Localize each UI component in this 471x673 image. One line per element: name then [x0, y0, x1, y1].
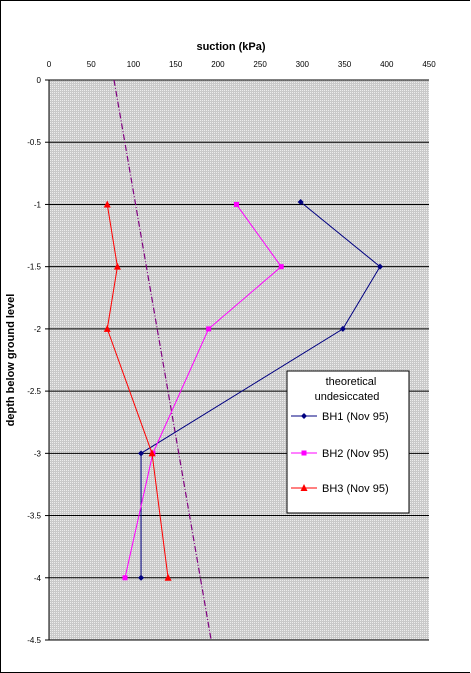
data-point-bh2-nov-95 — [278, 264, 284, 270]
x-tick-label: 400 — [380, 60, 394, 69]
data-point-bh2-nov-95 — [206, 326, 212, 332]
data-point-bh2-nov-95 — [233, 201, 239, 207]
data-point-bh1-nov-95 — [138, 450, 145, 457]
legend-label-bh1-nov-95: BH1 (Nov 95) — [322, 411, 389, 423]
y-tick-label: -3.5 — [27, 512, 41, 521]
data-point-bh1-nov-95 — [297, 198, 304, 205]
y-tick-label: 0 — [37, 76, 42, 85]
y-tick-label: -4.5 — [27, 636, 41, 645]
y-tick-label: -3 — [34, 449, 42, 458]
x-tick-label: 350 — [338, 60, 352, 69]
x-tick-label: 150 — [169, 60, 183, 69]
data-point-bh3-nov-95 — [103, 324, 111, 332]
y-tick-label: -2 — [34, 325, 42, 334]
data-point-bh3-nov-95 — [113, 262, 121, 270]
legend-marker-bh2-nov-95 — [301, 450, 307, 456]
y-tick-label: -1.5 — [27, 263, 41, 272]
x-tick-label: 100 — [127, 60, 141, 69]
y-tick-label: -2.5 — [27, 387, 41, 396]
legend-marker-bh3-nov-95 — [300, 484, 308, 491]
axes: 0 -0.5 -1 -1.5 -2 -2.5 -3 -3.5 -4 -4.5 0 50 100 150 20… — [27, 60, 436, 645]
data-point-bh3-nov-95 — [164, 573, 172, 581]
data-point-bh1-nov-95 — [138, 574, 145, 581]
x-tick-label: 0 — [47, 60, 52, 69]
legend-label-bh3-nov-95: BH3 (Nov 95) — [322, 483, 389, 495]
x-tick-label: 300 — [296, 60, 310, 69]
y-tick-label: -4 — [34, 574, 42, 583]
x-tick-label: 50 — [87, 60, 96, 69]
legend-marker-bh1-nov-95 — [301, 413, 307, 419]
legend-label-theoretical-line1: theoretical — [326, 376, 377, 388]
data-point-bh3-nov-95 — [103, 200, 111, 208]
data-point-bh1-nov-95 — [377, 263, 384, 270]
legend-box — [286, 370, 410, 514]
gridlines — [49, 79, 429, 641]
data-point-bh2-nov-95 — [122, 575, 128, 581]
series-lines — [103, 79, 384, 641]
y-tick-label: -1 — [34, 200, 42, 209]
legend-label-theoretical-line2: undesiccated — [315, 391, 380, 403]
x-tick-label: 200 — [211, 60, 225, 69]
x-axis-title: suction (kPa) — [196, 41, 265, 53]
y-axis-title: depth below ground level — [5, 294, 17, 427]
data-point-bh1-nov-95 — [339, 325, 346, 332]
data-point-bh3-nov-95 — [148, 449, 156, 457]
legend: theoretical undesiccated BH1 (Nov 95) BH2… — [286, 370, 410, 514]
plot-area — [49, 80, 429, 640]
series-line-theoretical-undesiccated — [113, 79, 212, 641]
x-tick-label: 250 — [253, 60, 267, 69]
legend-label-bh2-nov-95: BH2 (Nov 95) — [322, 448, 389, 460]
x-tick-label: 450 — [422, 60, 436, 69]
y-tick-label: -0.5 — [27, 138, 41, 147]
